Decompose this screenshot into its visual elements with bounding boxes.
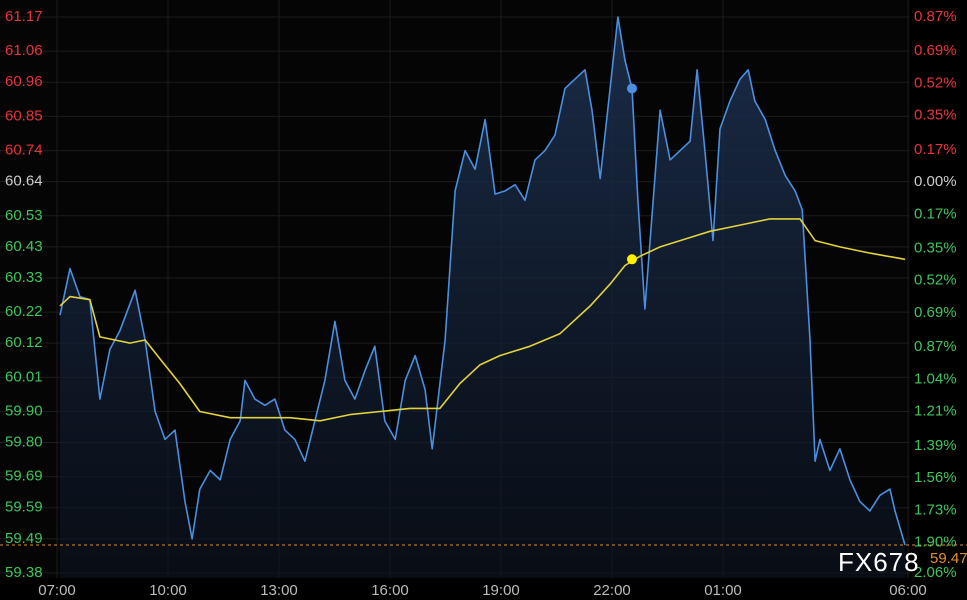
marker (626, 254, 637, 265)
y2-tick-label: 0.52% (914, 74, 957, 91)
y2-tick-label: 0.69% (914, 42, 957, 59)
y2-tick-label: 2.06% (914, 564, 957, 581)
y-tick-label: 60.96 (5, 73, 43, 90)
x-tick-label: 22:00 (593, 582, 631, 599)
y2-tick-label: 1.21% (914, 403, 957, 420)
x-tick-label: 06:00 (889, 582, 927, 599)
y-tick-label: 60.74 (5, 142, 43, 159)
y2-tick-label: 0.87% (914, 8, 957, 25)
watermark: FX678 (838, 547, 920, 577)
y2-tick-label: 0.35% (914, 239, 957, 256)
y2-tick-label: 0.69% (914, 304, 957, 321)
price-line (59, 16, 906, 546)
y-tick-label: 59.90 (5, 402, 43, 419)
y-tick-label: 60.43 (5, 238, 43, 255)
y-tick-label: 60.12 (5, 334, 43, 351)
last-price-label: 59.47 (930, 550, 967, 567)
y2-tick-label: 0.17% (914, 141, 957, 158)
y2-tick-label: 1.39% (914, 437, 957, 454)
y-tick-label: 61.06 (5, 42, 43, 59)
y-tick-label: 59.38 (5, 564, 43, 581)
price-line (59, 218, 906, 422)
y-tick-label: 59.49 (5, 530, 43, 547)
y-tick-label: 60.01 (5, 368, 43, 385)
y-tick-label: 61.17 (5, 8, 43, 25)
x-tick-label: 13:00 (260, 582, 298, 599)
y2-tick-label: 0.87% (914, 338, 957, 355)
y2-tick-label: 0.52% (914, 272, 957, 289)
y-tick-label: 60.85 (5, 107, 43, 124)
y-tick-label: 60.64 (5, 173, 43, 190)
y2-tick-label: 1.56% (914, 469, 957, 486)
y2-tick-label: 0.17% (914, 205, 957, 222)
y-tick-label: 59.69 (5, 468, 43, 485)
y-tick-label: 59.80 (5, 434, 43, 451)
y-tick-label: 60.22 (5, 303, 43, 320)
y-tick-label: 59.59 (5, 499, 43, 516)
y-tick-label: 60.33 (5, 269, 43, 286)
y2-tick-label: 1.04% (914, 370, 957, 387)
y-tick-label: 60.53 (5, 207, 43, 224)
x-tick-label: 16:00 (371, 582, 409, 599)
y2-tick-label: 1.73% (914, 501, 957, 518)
y2-tick-label: 0.00% (914, 173, 957, 190)
y2-tick-label: 1.90% (914, 534, 957, 551)
x-tick-label: 01:00 (704, 582, 742, 599)
price-area (60, 17, 905, 578)
x-tick-label: 07:00 (38, 582, 76, 599)
x-tick-label: 10:00 (149, 582, 187, 599)
marker (626, 83, 637, 94)
y2-tick-label: 0.35% (914, 107, 957, 124)
x-tick-label: 19:00 (482, 582, 520, 599)
